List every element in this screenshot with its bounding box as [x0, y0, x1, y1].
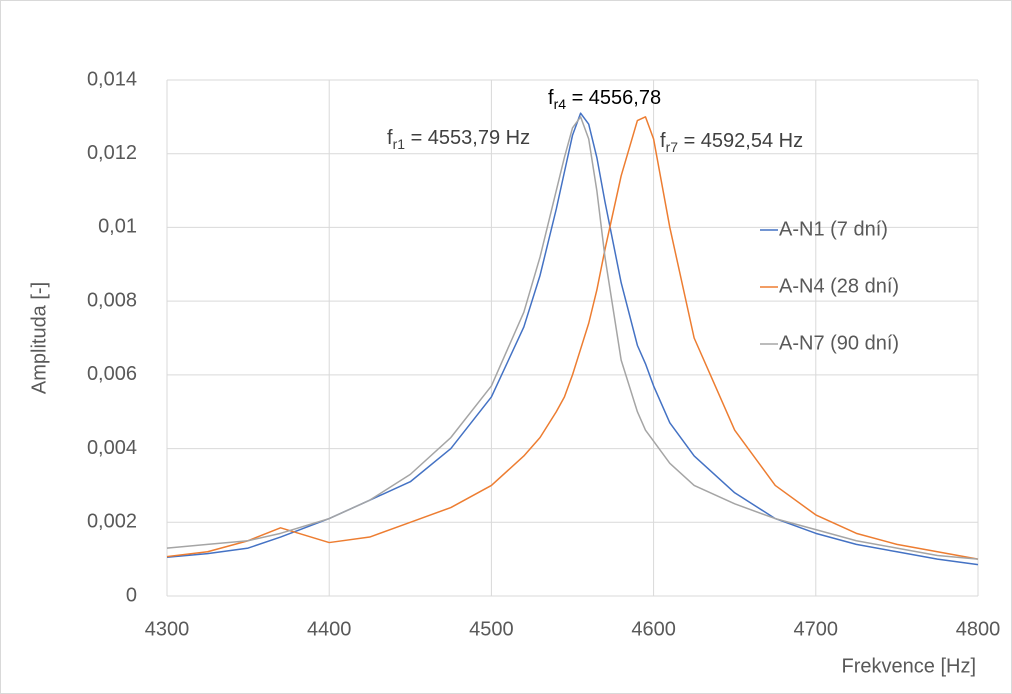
annotation-main: f — [387, 127, 393, 149]
series-line — [166, 116, 979, 560]
y-tick-label: 0,014 — [87, 68, 137, 90]
y-tick-label: 0,012 — [87, 142, 137, 164]
legend-label: A-N4 (28 dní) — [779, 275, 899, 297]
annotation-rest: = 4592,54 Hz — [678, 130, 803, 152]
x-tick-label: 4800 — [956, 618, 1001, 640]
legend-label: A-N7 (90 dní) — [779, 332, 899, 354]
series-line — [166, 116, 979, 560]
y-tick-label: 0,008 — [87, 289, 137, 311]
legend-label: A-N1 (7 dní) — [779, 218, 888, 240]
annotation: fr7 = 4592,54 Hz — [660, 130, 803, 154]
annotation-sub: r1 — [393, 136, 406, 152]
annotation-sub: r4 — [554, 96, 567, 112]
y-tick-label: 0 — [126, 584, 137, 606]
x-tick-label: 4300 — [145, 618, 190, 640]
y-tick-label: 0,004 — [87, 437, 137, 459]
annotation: fr1 = 4553,79 Hz — [387, 127, 530, 151]
annotation-main: f — [548, 87, 554, 109]
annotation-main: f — [660, 130, 666, 152]
annotation-rest: = 4556,78 — [566, 87, 661, 109]
x-tick-label: 4700 — [794, 618, 839, 640]
x-tick-label: 4600 — [631, 618, 676, 640]
annotation: fr4 = 4556,78 — [548, 87, 661, 111]
y-tick-label: 0,01 — [98, 216, 137, 238]
x-tick-label: 4400 — [307, 618, 352, 640]
y-tick-label: 0,002 — [87, 511, 137, 533]
annotation-rest: = 4553,79 Hz — [405, 127, 530, 149]
annotation-sub: r7 — [666, 139, 679, 155]
x-tick-label: 4500 — [469, 618, 514, 640]
y-axis-label: Amplituda [-] — [28, 282, 50, 394]
y-tick-label: 0,006 — [87, 363, 137, 385]
x-axis-label: Frekvence [Hz] — [842, 655, 976, 677]
